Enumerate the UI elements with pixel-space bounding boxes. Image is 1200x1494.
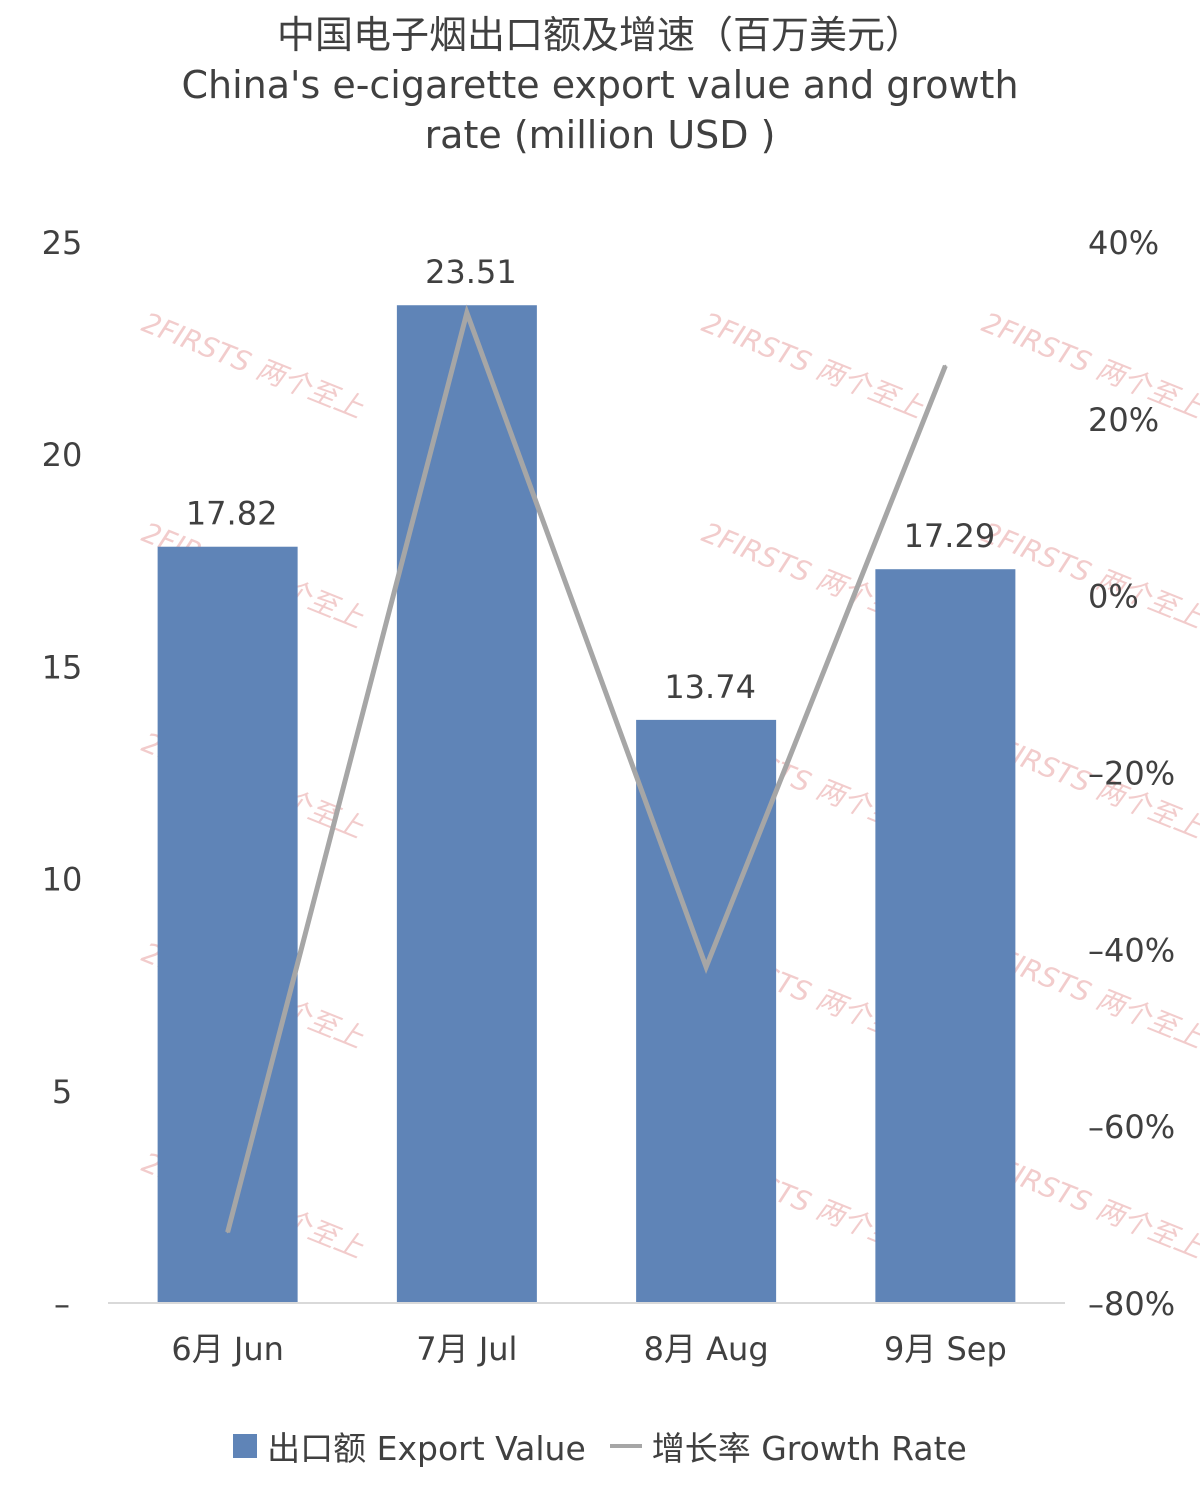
watermark-text: 2FIRSTS 两个至上 bbox=[137, 306, 368, 425]
right-tick-label: 20% bbox=[1088, 401, 1159, 439]
legend-label-export: 出口额 Export Value bbox=[267, 1429, 586, 1468]
growth-rate-point[interactable] bbox=[226, 1231, 229, 1234]
left-axis-ticks: – 5 10 15 20 25 bbox=[42, 224, 83, 1323]
bar-data-label: 23.51 bbox=[425, 253, 517, 291]
x-axis-labels: 6月 Jun 7月 Jul 8月 Aug 9月 Sep bbox=[171, 1330, 1006, 1368]
growth-rate-point[interactable] bbox=[705, 966, 708, 969]
right-tick-label: –80% bbox=[1088, 1285, 1175, 1323]
growth-rate-polyline[interactable] bbox=[225, 304, 948, 1233]
right-tick-label: –20% bbox=[1088, 755, 1175, 793]
left-tick-label: 5 bbox=[52, 1073, 72, 1111]
growth-rate-point[interactable] bbox=[944, 364, 947, 367]
legend-item-growth[interactable]: 增长率 Growth Rate bbox=[600, 1422, 967, 1470]
right-tick-label: –60% bbox=[1088, 1108, 1175, 1146]
bar-data-labels: 17.82 23.51 13.74 17.29 bbox=[186, 253, 995, 706]
bar-series bbox=[157, 305, 1016, 1303]
right-tick-label: 40% bbox=[1088, 224, 1159, 262]
left-tick-label: – bbox=[54, 1285, 70, 1323]
watermark-text: 2FIRSTS 两个至上 bbox=[697, 306, 928, 425]
chart-title-en-line2: rate (million USD ) bbox=[424, 113, 776, 157]
growth-rate-point[interactable] bbox=[465, 311, 468, 314]
bar-data-label: 17.29 bbox=[904, 517, 996, 555]
left-tick-label: 20 bbox=[42, 436, 83, 474]
x-tick-label: 9月 Sep bbox=[884, 1330, 1007, 1368]
legend-swatch-line bbox=[609, 1444, 642, 1448]
x-tick-label: 6月 Jun bbox=[171, 1330, 284, 1368]
legend-swatch-bar bbox=[233, 1434, 258, 1458]
left-tick-label: 25 bbox=[42, 224, 83, 262]
right-tick-label: –40% bbox=[1088, 931, 1175, 969]
left-tick-label: 15 bbox=[42, 648, 83, 686]
bar[interactable] bbox=[157, 546, 298, 1303]
right-tick-label: 0% bbox=[1088, 578, 1139, 616]
right-axis-ticks: –80% –60% –40% –20% 0% 20% 40% bbox=[1088, 224, 1175, 1323]
bar-data-label: 17.82 bbox=[186, 495, 278, 533]
left-tick-label: 10 bbox=[42, 861, 83, 899]
growth-rate-line bbox=[225, 304, 948, 1234]
legend: 出口额 Export Value 增长率 Growth Rate bbox=[0, 1422, 1200, 1470]
legend-item-export[interactable]: 出口额 Export Value bbox=[233, 1422, 586, 1470]
bar[interactable] bbox=[636, 719, 777, 1303]
x-tick-label: 8月 Aug bbox=[644, 1330, 769, 1368]
bar[interactable] bbox=[396, 305, 537, 1303]
x-tick-label: 7月 Jul bbox=[416, 1330, 517, 1368]
bar-data-label: 13.74 bbox=[664, 668, 756, 706]
chart-title-en-line1: China's e-cigarette export value and gro… bbox=[181, 63, 1019, 107]
bar[interactable] bbox=[875, 569, 1016, 1303]
legend-label-growth: 增长率 Growth Rate bbox=[651, 1429, 967, 1468]
chart-title-cn: 中国电子烟出口额及增速（百万美元） bbox=[276, 13, 923, 57]
